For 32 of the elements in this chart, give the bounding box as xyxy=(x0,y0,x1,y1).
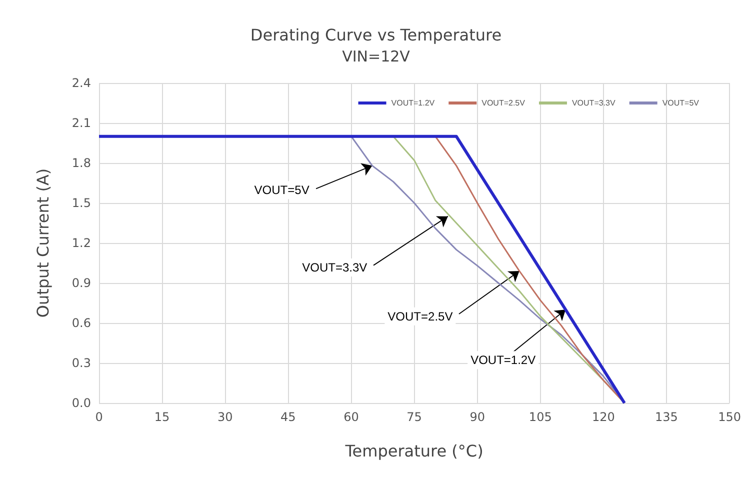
x-tick-label: 15 xyxy=(154,410,170,424)
x-tick-label: 105 xyxy=(528,410,552,424)
x-tick-label: 75 xyxy=(406,410,422,424)
x-tick-label: 90 xyxy=(470,410,485,424)
x-tick-label: 150 xyxy=(718,410,741,424)
legend-label: VOUT=3.3V xyxy=(572,98,616,108)
y-tick-label: 1.5 xyxy=(72,196,91,210)
y-tick-label: 1.2 xyxy=(72,236,91,250)
y-tick-label: 0.6 xyxy=(72,316,91,330)
x-tick-label: 45 xyxy=(280,410,296,424)
chart-subtitle: VIN=12V xyxy=(342,48,411,66)
x-tick-label: 135 xyxy=(655,410,678,424)
y-tick-label: 0.3 xyxy=(72,356,91,370)
x-tick-label: 60 xyxy=(344,410,359,424)
y-tick-label: 0.9 xyxy=(72,276,91,290)
x-tick-label: 120 xyxy=(592,410,615,424)
y-axis-title: Output Current (A) xyxy=(34,168,52,318)
y-tick-label: 2.4 xyxy=(72,76,91,90)
legend-label: VOUT=5V xyxy=(662,98,700,108)
annotation: VOUT=5V xyxy=(254,183,310,198)
x-tick-label: 30 xyxy=(217,410,233,424)
y-tick-label: 1.8 xyxy=(72,156,91,170)
annotation: VOUT=1.2V xyxy=(470,353,536,368)
chart-title: Derating Curve vs Temperature xyxy=(250,26,502,44)
legend-label: VOUT=2.5V xyxy=(482,98,526,108)
annotation: VOUT=2.5V xyxy=(388,309,453,324)
y-tick-label: 0.0 xyxy=(72,396,91,410)
legend-label: VOUT=1.2V xyxy=(391,98,436,108)
y-tick-label: 2.1 xyxy=(72,116,91,130)
annotation: VOUT=3.3V xyxy=(302,260,368,275)
x-axis-title: Temperature (°C) xyxy=(344,442,484,460)
x-tick-label: 0 xyxy=(95,410,103,424)
